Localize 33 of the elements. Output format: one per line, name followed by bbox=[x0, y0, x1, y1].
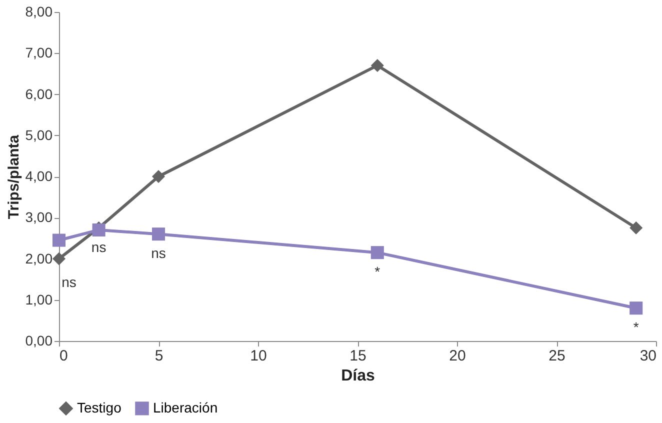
annotation: ns bbox=[151, 245, 166, 262]
x-tick-label: 5 bbox=[154, 348, 164, 364]
point bbox=[152, 170, 166, 184]
x-tick-label: 25 bbox=[548, 348, 566, 364]
y-tick-label: 0,00 bbox=[25, 332, 53, 348]
annotation: * bbox=[633, 319, 640, 336]
point bbox=[152, 228, 166, 241]
point bbox=[630, 221, 643, 234]
point bbox=[370, 246, 384, 260]
y-tick-label: 4,00 bbox=[25, 168, 53, 184]
y-tick-label: 5,00 bbox=[25, 126, 53, 143]
point bbox=[52, 234, 66, 247]
y-tick-label: 8,00 bbox=[25, 4, 53, 20]
x-tick-label: 20 bbox=[449, 348, 466, 364]
x-tick-label: 15 bbox=[350, 348, 366, 364]
y-tick-label: 7,00 bbox=[25, 44, 53, 61]
y-axis-title: Trips/planta bbox=[5, 134, 22, 220]
x-axis-title: Días bbox=[341, 368, 375, 384]
point bbox=[630, 302, 643, 315]
y-tick-label: 2,00 bbox=[25, 250, 53, 266]
annotation: ns bbox=[91, 238, 106, 255]
y-tick-label: 6,00 bbox=[25, 86, 53, 102]
point bbox=[370, 58, 384, 72]
x-tick-label: 30 bbox=[640, 348, 656, 364]
y-tick-label: 3,00 bbox=[25, 209, 53, 226]
x-tick-label: 10 bbox=[250, 348, 267, 364]
annotation: ns bbox=[62, 274, 76, 290]
y-tick-label: 1,00 bbox=[25, 291, 53, 308]
legend-label: Testigo bbox=[77, 399, 122, 416]
point bbox=[52, 252, 66, 266]
x-tick-label: 0 bbox=[60, 348, 68, 364]
legend-label: Liberación bbox=[153, 399, 218, 416]
annotation: * bbox=[374, 264, 381, 280]
